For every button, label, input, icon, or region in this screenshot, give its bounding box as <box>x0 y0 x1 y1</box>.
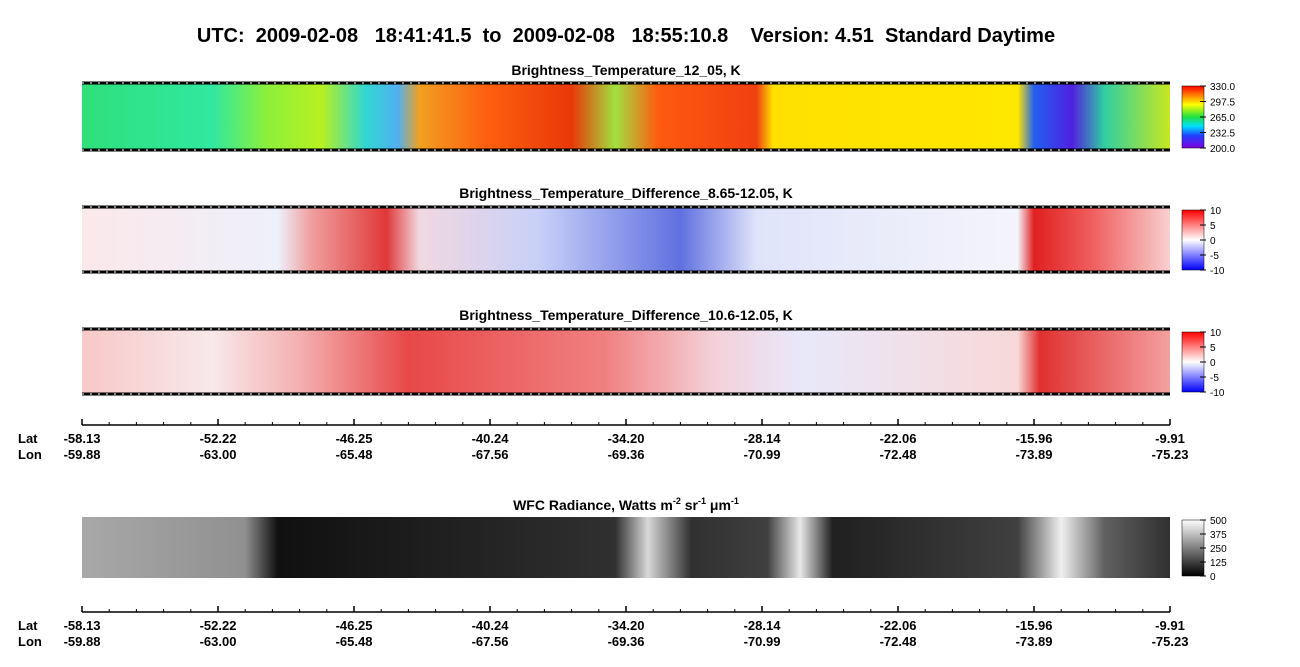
lon-value: -59.88 <box>64 634 101 649</box>
colorbar-tick-label: 375 <box>1210 530 1227 541</box>
colorbar-tick-label: -5 <box>1210 251 1219 262</box>
lat-value: -52.22 <box>200 431 237 446</box>
lon-value: -69.36 <box>608 447 645 462</box>
colorbar-tick-label: 232.5 <box>1210 129 1235 140</box>
lat-value: -34.20 <box>608 431 645 446</box>
title-superscript: -2 <box>673 496 681 506</box>
colorbar-tick-label: 500 <box>1210 516 1227 527</box>
lat-value: -15.96 <box>1016 618 1053 633</box>
title-text: Brightness_Temperature_Difference_8.65-1… <box>459 185 793 201</box>
lat-value: -46.25 <box>336 618 373 633</box>
lon-value: -70.99 <box>744 447 781 462</box>
title-text: sr <box>681 497 699 513</box>
colorbar-tick-label: 0 <box>1210 572 1216 583</box>
colorbar-tick-label: -10 <box>1210 388 1225 399</box>
colorbar-tick-label: 250 <box>1210 544 1227 555</box>
colorbar-tick-label: 265.0 <box>1210 113 1235 124</box>
lat-value: -58.13 <box>64 618 101 633</box>
lat-label: Lat <box>18 618 38 633</box>
image-panel <box>82 517 1170 578</box>
lon-value: -67.56 <box>472 447 509 462</box>
panel-title: WFC Radiance, Watts m-2 sr-1 μm-1 <box>513 496 739 513</box>
image-panel <box>82 207 1170 272</box>
lat-value: -15.96 <box>1016 431 1053 446</box>
lon-value: -69.36 <box>608 634 645 649</box>
image-panel <box>82 329 1170 394</box>
colorbar-tick-label: -5 <box>1210 373 1219 384</box>
panel-title: Brightness_Temperature_Difference_10.6-1… <box>459 307 793 323</box>
colorbar-tick-label: 0 <box>1210 236 1216 247</box>
lon-value: -59.88 <box>64 447 101 462</box>
lat-value: -28.14 <box>744 618 782 633</box>
lat-value: -40.24 <box>472 618 510 633</box>
lat-value: -52.22 <box>200 618 237 633</box>
lon-label: Lon <box>18 447 42 462</box>
lat-value: -9.91 <box>1155 431 1185 446</box>
colorbar-tick-label: 330.0 <box>1210 82 1235 93</box>
lon-value: -67.56 <box>472 634 509 649</box>
lat-value: -34.20 <box>608 618 645 633</box>
title-text: Brightness_Temperature_12_05, K <box>511 62 740 78</box>
title-text: Brightness_Temperature_Difference_10.6-1… <box>459 307 793 323</box>
lon-label: Lon <box>18 634 42 649</box>
lon-value: -70.99 <box>744 634 781 649</box>
page-title: UTC: 2009-02-08 18:41:41.5 to 2009-02-08… <box>197 25 1055 47</box>
colorbar-tick-label: 125 <box>1210 558 1227 569</box>
colorbar-tick-label: 10 <box>1210 328 1222 339</box>
lon-value: -75.23 <box>1152 447 1189 462</box>
colorbar-tick-label: 5 <box>1210 343 1216 354</box>
title-text: WFC Radiance, Watts m <box>513 497 673 513</box>
lat-value: -58.13 <box>64 431 101 446</box>
lon-value: -65.48 <box>336 447 373 462</box>
lon-value: -63.00 <box>200 447 237 462</box>
colorbar-tick-label: 200.0 <box>1210 144 1235 155</box>
colorbar-tick-label: 5 <box>1210 221 1216 232</box>
lat-value: -46.25 <box>336 431 373 446</box>
title-text: μm <box>706 497 731 513</box>
colorbar-tick-label: 297.5 <box>1210 98 1235 109</box>
lat-value: -28.14 <box>744 431 782 446</box>
panel-title: Brightness_Temperature_Difference_8.65-1… <box>459 185 793 201</box>
title-superscript: -1 <box>731 496 739 506</box>
colorbar-tick-label: 0 <box>1210 358 1216 369</box>
lat-value: -40.24 <box>472 431 510 446</box>
lat-label: Lat <box>18 431 38 446</box>
lat-value: -22.06 <box>880 431 917 446</box>
colorbar-tick-label: 10 <box>1210 206 1222 217</box>
lon-value: -65.48 <box>336 634 373 649</box>
lon-value: -75.23 <box>1152 634 1189 649</box>
lon-value: -72.48 <box>880 634 917 649</box>
colorbar-tick-label: -10 <box>1210 266 1225 277</box>
lat-value: -22.06 <box>880 618 917 633</box>
image-panel <box>82 83 1170 150</box>
title-superscript: -1 <box>698 496 706 506</box>
lon-value: -73.89 <box>1016 634 1053 649</box>
panel-title: Brightness_Temperature_12_05, K <box>511 62 740 78</box>
lat-value: -9.91 <box>1155 618 1185 633</box>
lon-value: -72.48 <box>880 447 917 462</box>
lon-value: -63.00 <box>200 634 237 649</box>
lon-value: -73.89 <box>1016 447 1053 462</box>
